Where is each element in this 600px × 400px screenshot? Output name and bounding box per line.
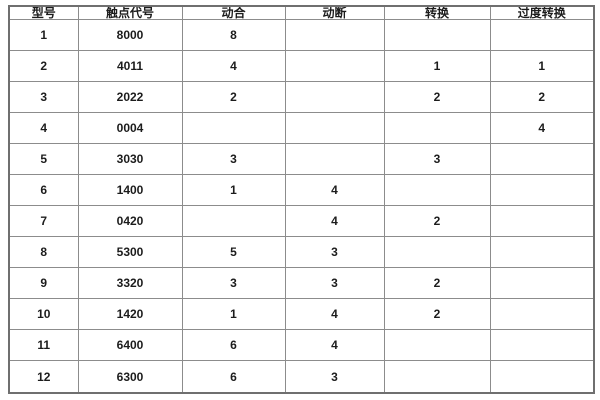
table-cell (489, 329, 595, 362)
table-cell: 3320 (77, 267, 183, 300)
table-cell (489, 205, 595, 238)
table-cell (383, 360, 491, 394)
table-cell (284, 81, 385, 114)
contact-spec-table: 型号 触点代号 动合 动断 转换 过度转换 1 8000 8 2 4011 4 (8, 5, 595, 394)
table-cell: 8 (8, 236, 79, 269)
table-cell: 1 (383, 50, 491, 83)
table-cell: 6300 (77, 360, 183, 394)
table-cell: 1 (8, 18, 79, 52)
table-cell: 2 (489, 81, 595, 114)
table-cell (284, 50, 385, 83)
table-cell: 7 (8, 205, 79, 238)
table-cell: 4 (181, 50, 286, 83)
table-cell (489, 267, 595, 300)
table-row: 1 8000 8 (8, 18, 595, 52)
table-row: 7 0420 4 2 (8, 205, 595, 238)
table-cell: 3030 (77, 143, 183, 176)
table-row: 2 4011 4 1 1 (8, 50, 595, 83)
table-cell: 3 (181, 267, 286, 300)
table-row: 10 1420 1 4 2 (8, 298, 595, 331)
table-cell: 6 (8, 174, 79, 207)
table-row: 8 5300 5 3 (8, 236, 595, 269)
table-cell: 3 (181, 143, 286, 176)
table-row: 12 6300 6 3 (8, 360, 595, 394)
header-transition-changeover: 过度转换 (489, 5, 595, 20)
table-cell: 8000 (77, 18, 183, 52)
table-cell: 10 (8, 298, 79, 331)
table-cell: 2 (383, 267, 491, 300)
table-row: 3 2022 2 2 2 (8, 81, 595, 114)
table-cell: 2 (8, 50, 79, 83)
table-cell (383, 174, 491, 207)
table-cell: 0004 (77, 112, 183, 145)
table-cell (284, 112, 385, 145)
table-cell: 1 (489, 50, 595, 83)
table-cell: 1420 (77, 298, 183, 331)
table-cell (489, 298, 595, 331)
table-cell: 3 (8, 81, 79, 114)
table-cell: 9 (8, 267, 79, 300)
table-cell: 3 (284, 267, 385, 300)
header-contact-code: 触点代号 (77, 5, 183, 20)
table-cell (489, 236, 595, 269)
table-cell: 2 (181, 81, 286, 114)
table-cell: 4 (8, 112, 79, 145)
table-cell: 6 (181, 329, 286, 362)
table-cell: 4 (489, 112, 595, 145)
table-cell (489, 174, 595, 207)
table-cell: 3 (284, 360, 385, 394)
table-cell: 2 (383, 298, 491, 331)
table-cell: 2 (383, 205, 491, 238)
table-cell: 3 (383, 143, 491, 176)
header-changeover: 转换 (383, 5, 491, 20)
table-cell (284, 18, 385, 52)
table-cell: 4011 (77, 50, 183, 83)
table-cell: 2 (383, 81, 491, 114)
table-header-row: 型号 触点代号 动合 动断 转换 过度转换 (8, 5, 595, 20)
table-cell (383, 18, 491, 52)
table-cell: 5 (8, 143, 79, 176)
table-cell: 6400 (77, 329, 183, 362)
table-cell: 5 (181, 236, 286, 269)
table-cell (489, 18, 595, 52)
table-row: 4 0004 4 (8, 112, 595, 145)
table-cell (181, 112, 286, 145)
table-cell: 4 (284, 298, 385, 331)
table-cell: 5300 (77, 236, 183, 269)
table-cell: 3 (284, 236, 385, 269)
table-cell: 11 (8, 329, 79, 362)
table-cell: 0420 (77, 205, 183, 238)
table-cell (489, 360, 595, 394)
table-row: 6 1400 1 4 (8, 174, 595, 207)
table-row: 5 3030 3 3 (8, 143, 595, 176)
table-cell (489, 143, 595, 176)
table-cell: 1 (181, 174, 286, 207)
table-row: 9 3320 3 3 2 (8, 267, 595, 300)
table-cell: 4 (284, 205, 385, 238)
table-cell: 4 (284, 329, 385, 362)
table-cell (383, 329, 491, 362)
table-cell: 12 (8, 360, 79, 394)
table-cell (284, 143, 385, 176)
header-normally-closed: 动断 (284, 5, 385, 20)
table-row: 11 6400 6 4 (8, 329, 595, 362)
table-cell (383, 112, 491, 145)
table-cell: 8 (181, 18, 286, 52)
table-cell: 1400 (77, 174, 183, 207)
table-cell (383, 236, 491, 269)
table-cell: 2022 (77, 81, 183, 114)
header-normally-open: 动合 (181, 5, 286, 20)
table-cell: 4 (284, 174, 385, 207)
header-model: 型号 (8, 5, 79, 20)
table-cell: 1 (181, 298, 286, 331)
table-cell: 6 (181, 360, 286, 394)
table-cell (181, 205, 286, 238)
